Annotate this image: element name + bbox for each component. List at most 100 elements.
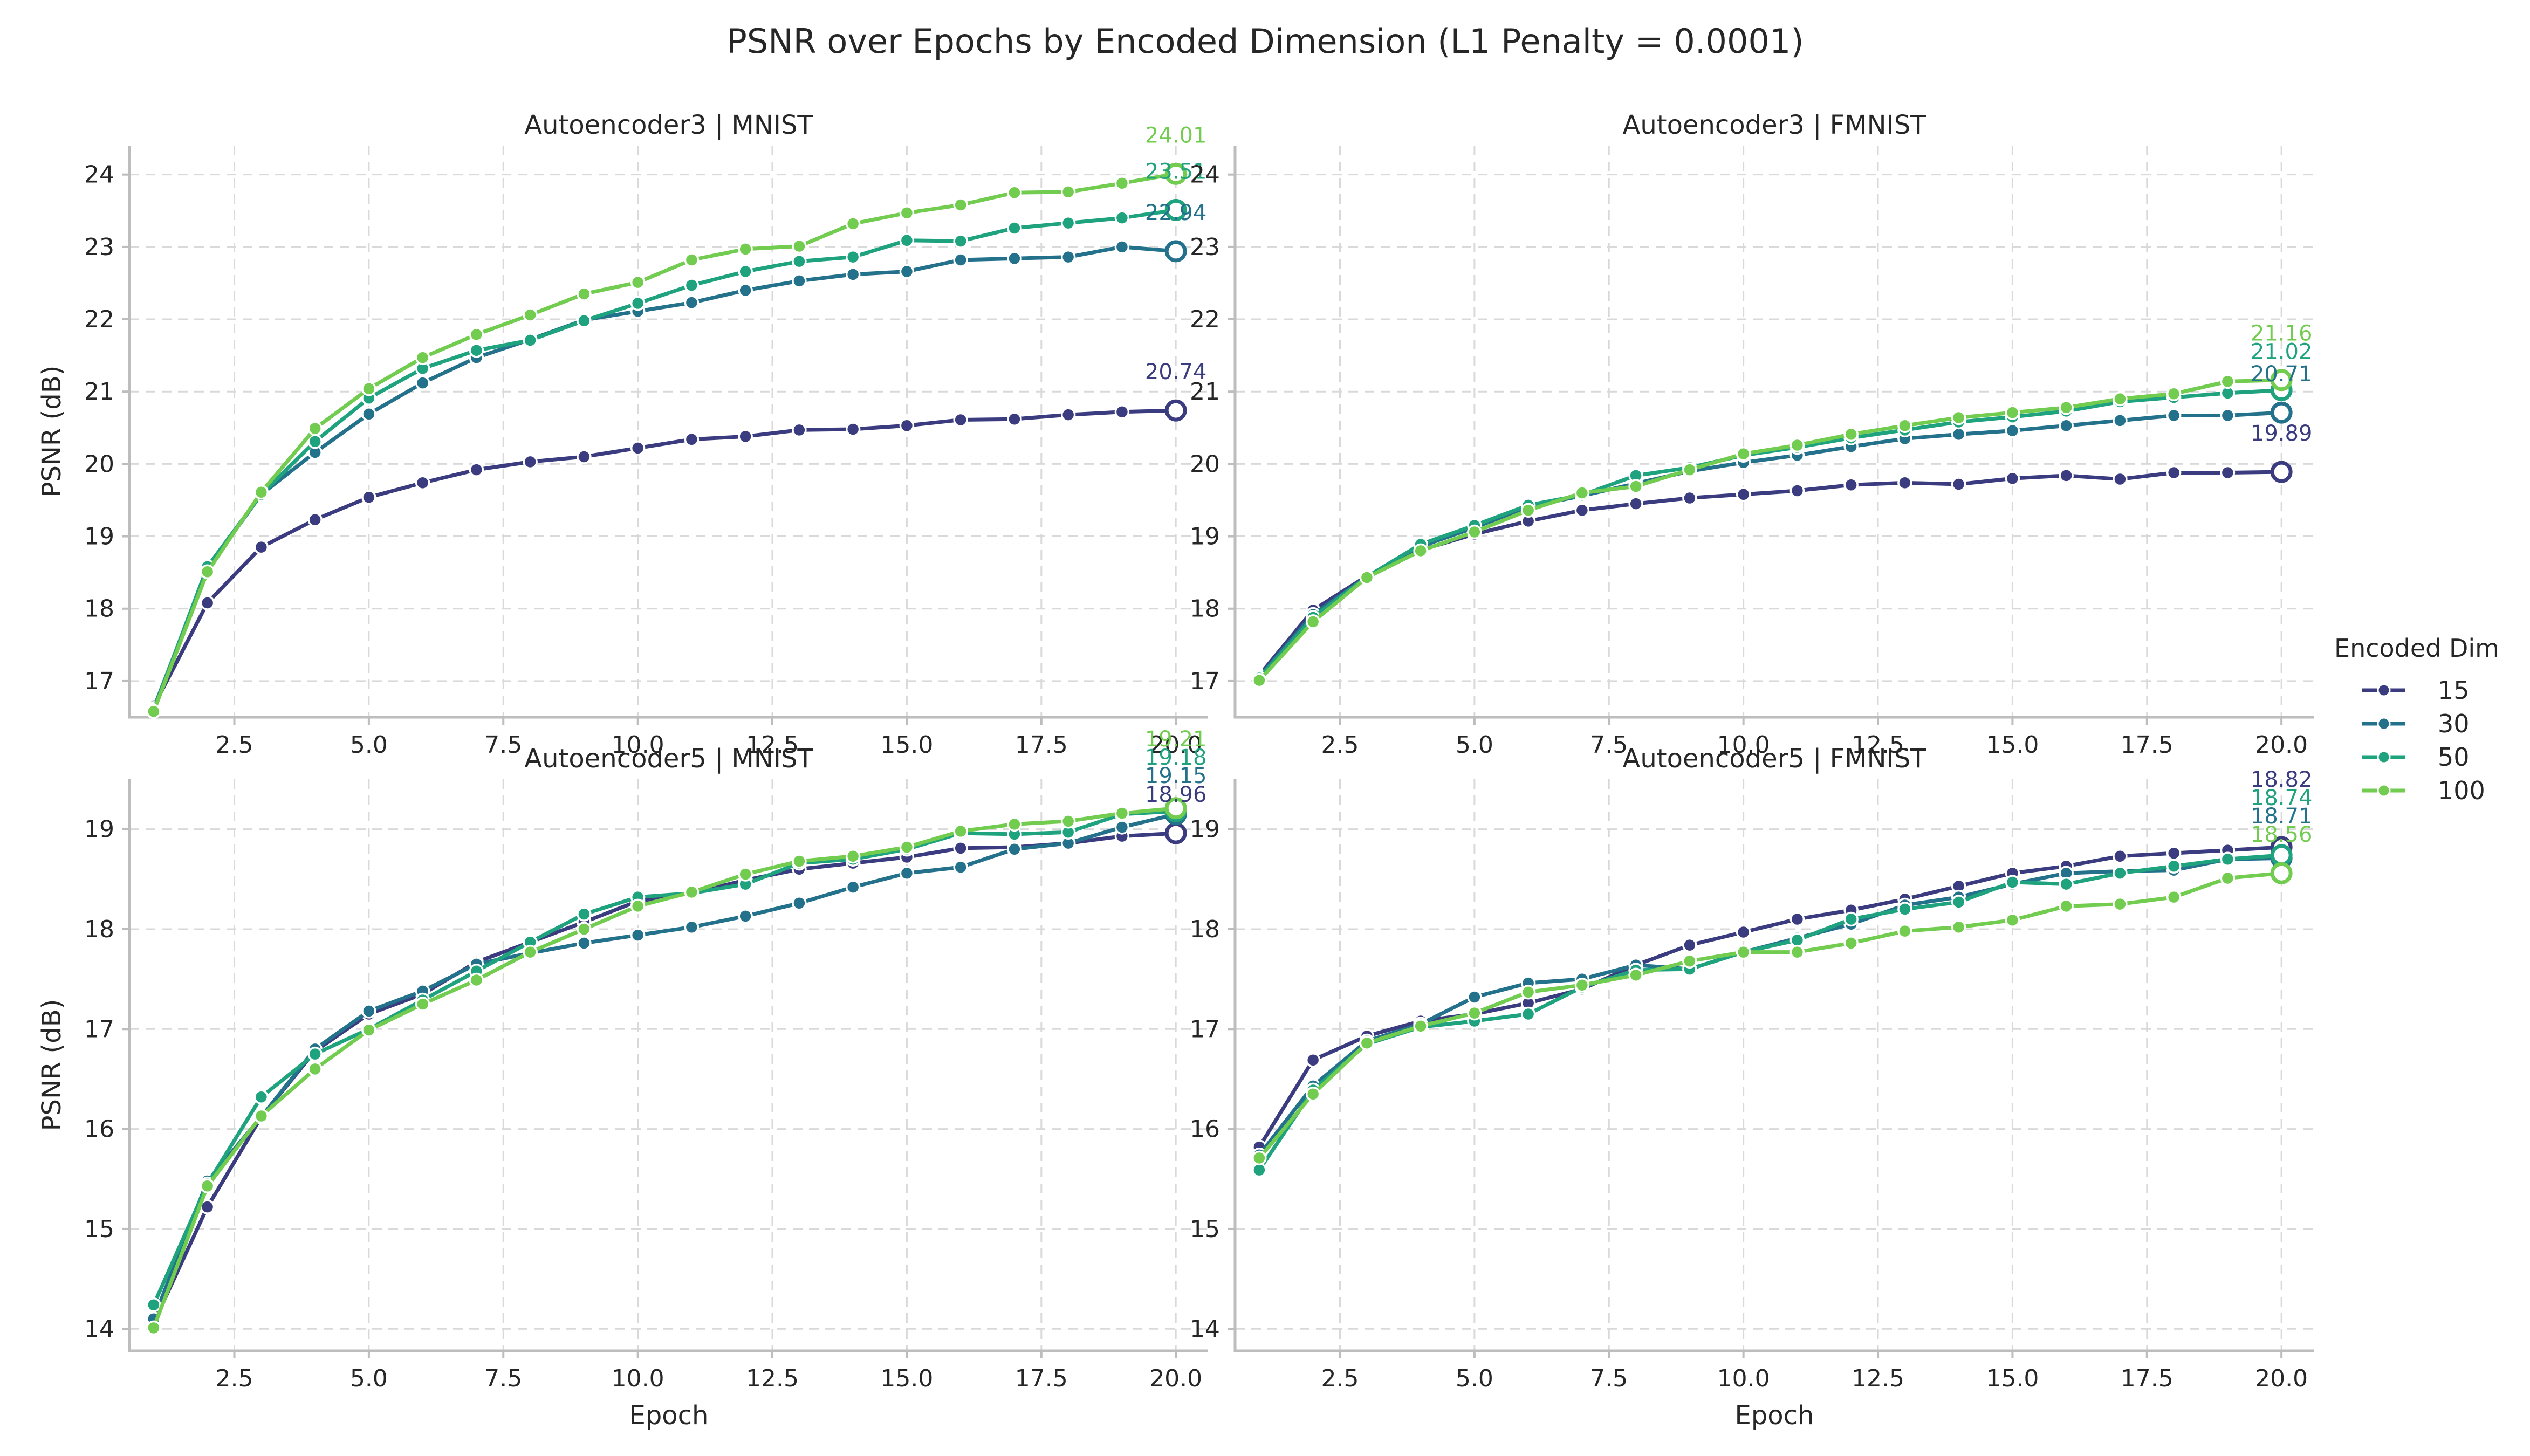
data-point — [1359, 570, 1375, 585]
series-line-15 — [1257, 470, 2284, 677]
data-point — [845, 848, 861, 864]
data-point — [1060, 814, 1076, 829]
data-point — [415, 350, 430, 365]
series-line-100 — [1257, 378, 2284, 683]
series-15 — [1252, 836, 2293, 1155]
data-point — [792, 273, 807, 289]
data-point — [2005, 405, 2020, 420]
data-point — [2005, 423, 2020, 438]
end-point-marker — [1164, 198, 1187, 221]
x-axis-label: Epoch — [1735, 1400, 1814, 1431]
x-axis-label: Epoch — [629, 1400, 709, 1431]
data-point — [1359, 1035, 1375, 1050]
x-tick-label: 5.0 — [350, 1365, 388, 1392]
data-point — [1736, 944, 1751, 960]
data-point — [253, 539, 269, 555]
x-tick-label: 10.0 — [1717, 1365, 1770, 1392]
legend-marker — [2377, 784, 2391, 798]
y-tick-label: 14 — [1190, 1315, 1220, 1343]
data-point — [1682, 953, 1697, 969]
end-value-label: 18.71 — [2251, 804, 2313, 829]
y-tick-label: 15 — [84, 1215, 114, 1243]
data-point — [684, 278, 700, 293]
data-point — [953, 841, 968, 856]
y-tick-label: 18 — [84, 595, 114, 623]
data-point — [2005, 875, 2020, 890]
panel-1: 2.5 5.0 7.5 10.0 12.5 15.0 17.5 20.0 17 18 19 20 21 2… — [37, 110, 1208, 759]
data-point — [1789, 437, 1805, 453]
end-value-label: 24.01 — [1145, 123, 1207, 148]
end-point-marker — [2270, 862, 2293, 884]
data-point — [1007, 411, 1022, 427]
legend-label: 15 — [2438, 676, 2470, 705]
data-point — [630, 296, 646, 311]
x-tick-label: 12.5 — [1852, 1365, 1904, 1392]
series-15 — [146, 399, 1187, 714]
data-point — [738, 242, 753, 257]
data-point — [1628, 967, 1643, 983]
y-tick-label: 15 — [1190, 1215, 1220, 1243]
x-tick-label: 12.5 — [746, 731, 799, 759]
end-value-label: 20.71 — [2251, 362, 2313, 387]
data-point — [1007, 221, 1022, 236]
data-point — [577, 922, 592, 937]
data-point — [899, 233, 915, 248]
data-point — [953, 233, 968, 249]
end-value-label: 21.02 — [2251, 340, 2313, 365]
x-tick-label: 12.5 — [1852, 731, 1904, 759]
data-point — [1843, 427, 1859, 442]
y-tick-label: 19 — [84, 523, 114, 551]
y-tick-label: 17 — [1190, 1015, 1220, 1043]
data-point — [1789, 944, 1805, 960]
data-point — [1060, 184, 1076, 200]
data-point — [146, 1297, 161, 1313]
x-tick-label: 10.0 — [612, 731, 664, 759]
y-tick-label: 14 — [84, 1315, 114, 1343]
data-point — [1413, 543, 1428, 559]
axis-spines — [128, 146, 1208, 719]
y-axis-label: PSNR (dB) — [37, 999, 67, 1131]
x-tick-label: 2.5 — [216, 1365, 253, 1392]
data-point — [307, 1061, 323, 1077]
data-point — [1305, 614, 1321, 629]
data-point — [1897, 418, 1912, 434]
y-tick-label: 18 — [1190, 916, 1220, 943]
data-point — [146, 704, 161, 719]
data-point — [2166, 386, 2182, 401]
legend-item-30: 30 — [2362, 709, 2470, 738]
data-point — [415, 375, 430, 390]
x-tick-label: 10.0 — [612, 1365, 664, 1392]
y-tick-label: 24 — [1190, 161, 1220, 189]
data-point — [1682, 937, 1697, 953]
axis-spines — [1233, 779, 2314, 1352]
data-point — [845, 267, 861, 282]
figure-title: PSNR over Epochs by Encoded Dimension (L… — [726, 22, 1804, 61]
data-point — [1467, 1005, 1482, 1021]
end-point-marker — [2270, 844, 2293, 867]
data-point — [630, 898, 646, 914]
data-point — [1951, 410, 1966, 425]
panel-3: 2.5 5.0 7.5 10.0 12.5 15.0 17.5 20.0 14 15 16 17 18 1… — [37, 727, 1208, 1431]
data-point — [2166, 465, 2182, 480]
end-point-marker — [2270, 461, 2293, 483]
end-value-label: 21.16 — [2251, 321, 2313, 346]
data-point — [469, 342, 484, 358]
data-point — [899, 840, 915, 855]
data-point — [845, 422, 861, 437]
data-point — [1252, 672, 1267, 688]
data-point — [1114, 176, 1130, 191]
data-point — [630, 274, 646, 290]
panels: 2.5 5.0 7.5 10.0 12.5 15.0 17.5 20.017181920212… — [37, 110, 2314, 1431]
data-point — [1628, 479, 1643, 494]
panel-title: Autoencoder5 | FMNIST — [1623, 744, 1927, 774]
y-tick-label: 17 — [84, 668, 114, 695]
series-100 — [1252, 862, 2293, 1166]
data-point — [1789, 911, 1805, 927]
data-point — [307, 512, 323, 527]
x-tick-label: 2.5 — [1321, 731, 1359, 759]
end-value-label: 22.94 — [1145, 201, 1207, 225]
data-point — [1843, 911, 1859, 927]
data-point — [1305, 1086, 1321, 1102]
data-point — [1520, 1006, 1536, 1022]
